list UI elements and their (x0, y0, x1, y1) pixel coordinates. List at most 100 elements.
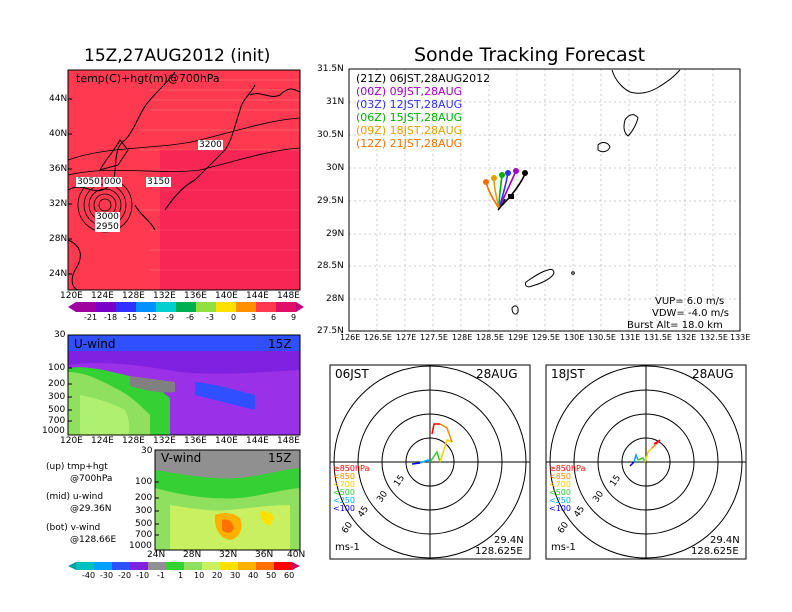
polar2-level: <700 (549, 480, 571, 489)
temp-colorbar-label: 0 (231, 313, 237, 322)
tracking-lat-tick: 31.5N (317, 64, 344, 74)
map-lon-tick: 120E (60, 291, 83, 301)
tracking-lon-tick: 128E (452, 333, 473, 342)
uwind-y-tick: 30 (54, 330, 66, 340)
tracking-lat-tick: 30.5N (317, 130, 344, 140)
polar2-level: ≥850hPa (549, 464, 586, 473)
tracking-lon-tick: 131.5E (644, 333, 672, 342)
uwind-frame (67, 334, 301, 436)
polar2-time: 18JST (551, 367, 585, 381)
legend-item-03z: (03Z) 12JST,28AUG (356, 98, 463, 111)
temp-colorbar-label: 9 (291, 313, 297, 322)
map-lon-tick: 128E (122, 291, 145, 301)
tracking-lon-tick: 132E (676, 333, 697, 342)
wind-colorbar-label: -10 (136, 571, 150, 580)
uwind-y-tick: 200 (48, 379, 66, 389)
uwind-y-tick: 1000 (42, 426, 65, 436)
wind-colorbar-label: 1 (178, 571, 184, 580)
wind-colorbar-label: -40 (82, 571, 96, 580)
legend-item-00z: (00Z) 09JST,28AUG (356, 85, 463, 98)
vwind-ticks (155, 481, 159, 536)
tracking-lat-tick: 31N (326, 97, 345, 107)
tracking-lat-tick: 29.5N (317, 196, 344, 206)
wind-colorbar-label: 10 (194, 571, 205, 580)
polar1-date: 28AUG (476, 367, 518, 381)
uwind-y-tick: 100 (48, 363, 66, 373)
temperature-stripes (140, 79, 300, 271)
wind-colorbar-label: 40 (248, 571, 259, 580)
vwind-x-tick: 36N (255, 550, 274, 560)
temp-colorbar-label: 6 (271, 313, 277, 322)
tracking-lon-tick: 129E (508, 333, 529, 342)
map-lon-tick: 132E (153, 291, 176, 301)
vwind-x-tick: 24N (147, 550, 166, 560)
temp-colorbar (68, 302, 304, 312)
uwind-x-tick: 144E (246, 436, 269, 446)
uwind-y-tick: 700 (48, 416, 66, 426)
polar1-unit: ms-1 (335, 542, 360, 553)
tracking-lon-tick: 130E (564, 333, 585, 342)
wind-colorbar-label: 60 (284, 571, 295, 580)
vwind-x-tick: 40N (287, 550, 306, 560)
polar2-level: <850 (549, 472, 571, 481)
temp-colorbar-label: -15 (124, 313, 138, 322)
vwind-x-tick: 32N (219, 550, 238, 560)
map-lat-tick: 36N (49, 164, 68, 174)
polar2-hodograph (629, 439, 661, 467)
uwind-x-tick: 148E (277, 436, 300, 446)
vwind-y-tick: 700 (135, 530, 153, 540)
contour-label: 000 (103, 177, 123, 187)
tracking-lon-tick: 131E (620, 333, 641, 342)
legend-item-09z: (09Z) 18JST,28AUG (356, 124, 463, 137)
note-top-line2: @700hPa (70, 474, 113, 484)
map-lat-tick: 32N (49, 199, 68, 209)
tracking-lon-tick: 127.5E (420, 333, 448, 342)
map-lon-tick: 124E (91, 291, 114, 301)
legend-item-06z: (06Z) 15JST,28AUG (356, 111, 463, 124)
wind-colorbar-label: -20 (118, 571, 132, 580)
coastlines (67, 71, 301, 291)
wind-colorbar-label: 30 (230, 571, 241, 580)
vwind-label: V-wind (161, 451, 202, 465)
wind-colorbar-label: -30 (100, 571, 114, 580)
uwind-y-tick: 500 (48, 405, 66, 415)
uwind-ticks (68, 367, 72, 422)
vwind-y-tick: 100 (135, 477, 153, 487)
temp-colorbar-label: -21 (84, 313, 98, 322)
wind-colorbar-label: 20 (212, 571, 223, 580)
polar2-date: 28AUG (692, 367, 734, 381)
uwind-x-tick: 136E (184, 436, 207, 446)
polar1-lon: 128.625E (475, 546, 523, 557)
tracking-lon-tick: 127E (396, 333, 417, 342)
map-lon-tick: 140E (215, 291, 238, 301)
tracking-grid (349, 69, 740, 331)
map-lat-tick: 28N (49, 234, 68, 244)
tracking-lon-tick: 126.5E (364, 333, 392, 342)
note-bot-line1: (bot) v-wind (46, 523, 101, 533)
polar2-rings (546, 365, 746, 559)
polar1-level: <250 (333, 496, 355, 505)
tracking-lat-tick: 28N (326, 294, 345, 304)
polar1-hodograph (411, 423, 453, 465)
vwind-y-tick: 200 (135, 493, 153, 503)
right-title: Sonde Tracking Forecast (414, 44, 646, 66)
map-lat-tick: 24N (49, 269, 68, 279)
map-lon-tick: 136E (184, 291, 207, 301)
uwind-label: U-wind (74, 337, 116, 351)
tracking-lon-tick: 132.5E (700, 333, 728, 342)
contour-label: 3150 (146, 177, 171, 187)
tracking-lat-tick: 27.5N (317, 326, 344, 336)
polar1-time: 06JST (335, 367, 369, 381)
polar1-level: <100 (333, 504, 355, 513)
note-bot-line2: @128.66E (70, 535, 117, 545)
vup-readout: VUP= 6.0 m/s (655, 296, 725, 307)
tracking-lon-tick: 128.5E (476, 333, 504, 342)
vwind-x-tick: 28N (183, 550, 202, 560)
polar2-level: <250 (549, 496, 571, 505)
vdw-readout: VDW= -4.0 m/s (652, 308, 729, 319)
uwind-x-tick: 120E (60, 436, 83, 446)
polar2-level: <500 (549, 488, 571, 497)
temp-colorbar-label: -9 (166, 313, 174, 322)
